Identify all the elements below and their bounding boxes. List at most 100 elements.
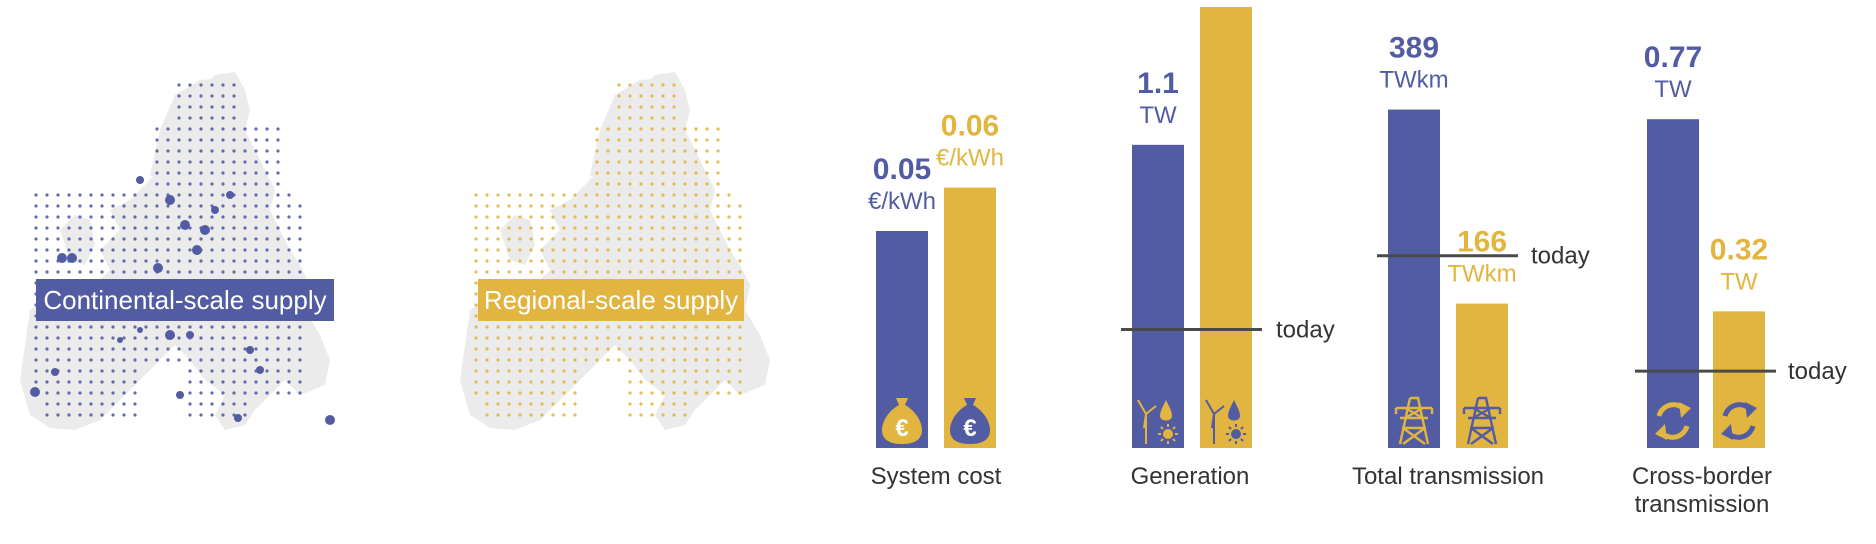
grid-dot: [551, 369, 555, 373]
grid-dot: [595, 149, 599, 153]
grid-dot: [100, 336, 104, 340]
continental-label: Continental-scale supply: [43, 285, 326, 315]
grid-dot: [606, 325, 610, 329]
grid-dot: [166, 160, 170, 164]
grid-dot: [705, 248, 709, 252]
grid-dot: [738, 336, 742, 340]
grid-dot: [661, 204, 665, 208]
grid-dot: [529, 259, 533, 263]
grid-dot: [661, 83, 665, 87]
grid-dot: [254, 259, 258, 263]
grid-dot: [716, 237, 720, 241]
grid-dot: [221, 369, 225, 373]
grid-dot: [210, 105, 214, 109]
grid-dot: [485, 391, 489, 395]
grid-dot: [595, 138, 599, 142]
grid-dot: [122, 347, 126, 351]
grid-dot: [188, 127, 192, 131]
grid-dot: [551, 380, 555, 384]
grid-dot: [199, 204, 203, 208]
grid-dot: [56, 380, 60, 384]
grid-dot: [243, 369, 247, 373]
grid-dot: [595, 127, 599, 131]
grid-dot: [694, 138, 698, 142]
exchange-arrows-icon: [1721, 402, 1757, 440]
grid-dot: [661, 259, 665, 263]
grid-dot: [155, 237, 159, 241]
grid-dot: [78, 215, 82, 219]
grid-dot: [507, 204, 511, 208]
grid-dot: [628, 149, 632, 153]
grid-dot: [276, 248, 280, 252]
grid-dot: [650, 105, 654, 109]
grid-dot: [122, 193, 126, 197]
grid-dot: [100, 347, 104, 351]
grid-dot: [45, 402, 49, 406]
grid-dot: [540, 402, 544, 406]
grid-dot: [518, 369, 522, 373]
grid-dot: [298, 248, 302, 252]
grid-dot: [540, 259, 544, 263]
grid-dot: [562, 358, 566, 362]
grid-dot: [188, 171, 192, 175]
exchange-arrows-icon: [1655, 402, 1691, 440]
grid-dot: [694, 204, 698, 208]
grid-dot: [144, 325, 148, 329]
grid-dot: [496, 347, 500, 351]
grid-dot: [166, 259, 170, 263]
grid-dot: [210, 138, 214, 142]
grid-dot: [738, 325, 742, 329]
grid-dot: [584, 259, 588, 263]
grid-dot: [595, 226, 599, 230]
grid-dot: [199, 237, 203, 241]
grid-dot: [133, 204, 137, 208]
grid-dot: [155, 160, 159, 164]
generation-site-dot: [325, 415, 335, 425]
grid-dot: [584, 336, 588, 340]
grid-dot: [606, 204, 610, 208]
grid-dot: [694, 325, 698, 329]
grid-dot: [716, 226, 720, 230]
wind-water-sun-icon: [1205, 399, 1246, 444]
grid-dot: [78, 413, 82, 417]
grid-dot: [672, 413, 676, 417]
grid-dot: [540, 369, 544, 373]
grid-dot: [232, 270, 236, 274]
grid-dot: [232, 402, 236, 406]
grid-dot: [650, 347, 654, 351]
grid-dot: [507, 226, 511, 230]
grid-dot: [661, 369, 665, 373]
grid-dot: [650, 358, 654, 362]
grid-dot: [45, 413, 49, 417]
grid-dot: [221, 380, 225, 384]
grid-dot: [265, 336, 269, 340]
grid-dot: [727, 270, 731, 274]
grid-dot: [683, 160, 687, 164]
bar-regional: [1456, 303, 1508, 448]
grid-dot: [221, 127, 225, 131]
grid-dot: [144, 226, 148, 230]
grid-dot: [562, 259, 566, 263]
grid-dot: [56, 358, 60, 362]
grid-dot: [606, 347, 610, 351]
grid-dot: [628, 391, 632, 395]
grid-dot: [485, 237, 489, 241]
grid-dot: [221, 259, 225, 263]
grid-dot: [45, 237, 49, 241]
grid-dot: [89, 391, 93, 395]
grid-dot: [243, 259, 247, 263]
grid-dot: [210, 391, 214, 395]
grid-dot: [232, 248, 236, 252]
grid-dot: [716, 336, 720, 340]
grid-dot: [199, 413, 203, 417]
grid-dot: [177, 259, 181, 263]
grid-dot: [738, 380, 742, 384]
grid-dot: [144, 204, 148, 208]
grid-dot: [298, 369, 302, 373]
grid-dot: [529, 237, 533, 241]
grid-dot: [628, 83, 632, 87]
grid-dot: [177, 116, 181, 120]
grid-dot: [89, 226, 93, 230]
grid-dot: [606, 193, 610, 197]
grid-dot: [287, 336, 291, 340]
